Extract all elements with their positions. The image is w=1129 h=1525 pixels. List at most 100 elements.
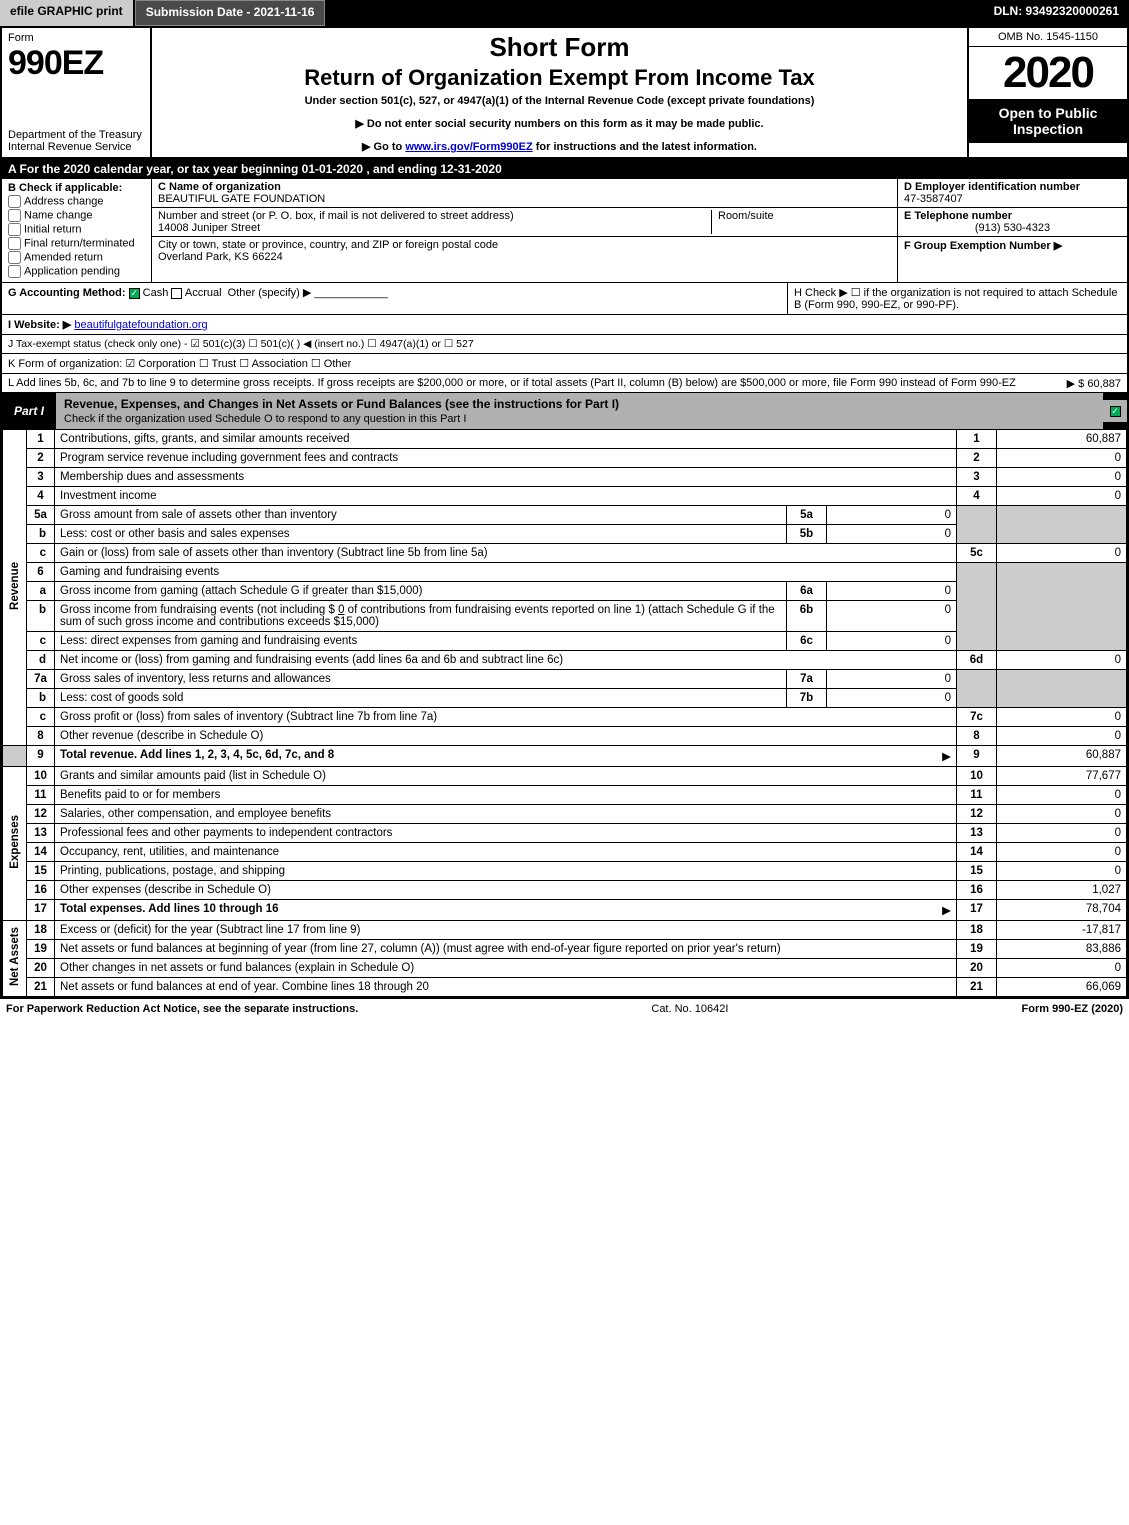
chk-final-return-label: Final return/terminated xyxy=(24,237,135,249)
line-16-amount: 1,027 xyxy=(997,881,1127,900)
tel-label: E Telephone number xyxy=(904,210,1121,222)
line-18-text: Excess or (deficit) for the year (Subtra… xyxy=(55,921,957,940)
line-16-ref: 16 xyxy=(957,881,997,900)
chk-address-change-label: Address change xyxy=(24,195,104,207)
line-2-text: Program service revenue including govern… xyxy=(55,449,957,468)
city-label: City or town, state or province, country… xyxy=(158,239,891,251)
chk-address-change[interactable] xyxy=(8,195,21,208)
chk-name-change[interactable] xyxy=(8,209,21,222)
line-5c-num: c xyxy=(27,544,55,563)
line-6-text: Gaming and fundraising events xyxy=(55,563,957,582)
line-6c-num: c xyxy=(27,632,55,651)
line-19-num: 19 xyxy=(27,940,55,959)
line-5b-val: 0 xyxy=(827,525,957,544)
line-6-num: 6 xyxy=(27,563,55,582)
line-17-num: 17 xyxy=(27,900,55,921)
part-i-tab: Part I xyxy=(2,400,56,422)
line-21-ref: 21 xyxy=(957,978,997,997)
line-19-ref: 19 xyxy=(957,940,997,959)
line-14-amount: 0 xyxy=(997,843,1127,862)
return-title: Return of Organization Exempt From Incom… xyxy=(158,65,961,91)
tel-value: (913) 530-4323 xyxy=(904,222,1121,234)
chk-accrual[interactable] xyxy=(171,288,182,299)
tax-year: 2020 xyxy=(969,47,1127,99)
note-goto-pre: ▶ Go to xyxy=(362,141,405,153)
short-form-title: Short Form xyxy=(158,32,961,63)
line-7b-text: Less: cost of goods sold xyxy=(55,689,787,708)
netassets-side-label: Net Assets xyxy=(3,921,27,997)
chk-amended-return-label: Amended return xyxy=(24,251,103,263)
line-6d-num: d xyxy=(27,651,55,670)
other-specify-label: Other (specify) ▶ xyxy=(228,287,312,299)
page-footer: For Paperwork Reduction Act Notice, see … xyxy=(0,999,1129,1019)
line-2-amount: 0 xyxy=(997,449,1127,468)
line-7a-box: 7a xyxy=(787,670,827,689)
line-18-ref: 18 xyxy=(957,921,997,940)
note-goto: ▶ Go to www.irs.gov/Form990EZ for instru… xyxy=(158,140,961,153)
line-10-ref: 10 xyxy=(957,767,997,786)
line-4-amount: 0 xyxy=(997,487,1127,506)
line-6a-val: 0 xyxy=(827,582,957,601)
line-13-text: Professional fees and other payments to … xyxy=(55,824,957,843)
website-link[interactable]: beautifulgatefoundation.org xyxy=(74,319,207,331)
part-i-subtitle: Check if the organization used Schedule … xyxy=(64,413,466,425)
chk-application-pending[interactable] xyxy=(8,265,21,278)
row-j-tax-exempt: J Tax-exempt status (check only one) - ☑… xyxy=(2,335,1127,354)
line-12-num: 12 xyxy=(27,805,55,824)
line-7a-val: 0 xyxy=(827,670,957,689)
line-20-num: 20 xyxy=(27,959,55,978)
line-7b-box: 7b xyxy=(787,689,827,708)
ein-label: D Employer identification number xyxy=(904,181,1121,193)
chk-final-return[interactable] xyxy=(8,237,21,250)
line-5a-text: Gross amount from sale of assets other t… xyxy=(55,506,787,525)
part-i-header: Part I Revenue, Expenses, and Changes in… xyxy=(2,393,1127,429)
chk-schedule-o[interactable]: ✓ xyxy=(1110,406,1121,417)
footer-form-ref: Form 990-EZ (2020) xyxy=(1022,1003,1123,1015)
line-7a-text: Gross sales of inventory, less returns a… xyxy=(55,670,787,689)
open-to-public: Open to Public Inspection xyxy=(969,99,1127,143)
line-19-amount: 83,886 xyxy=(997,940,1127,959)
part-i-title: Revenue, Expenses, and Changes in Net As… xyxy=(64,397,619,411)
line-1-num: 1 xyxy=(27,430,55,449)
line-8-num: 8 xyxy=(27,727,55,746)
line-12-ref: 12 xyxy=(957,805,997,824)
org-name: BEAUTIFUL GATE FOUNDATION xyxy=(158,193,891,205)
part-i-table: Revenue 1 Contributions, gifts, grants, … xyxy=(2,429,1127,997)
line-18-amount: -17,817 xyxy=(997,921,1127,940)
line-6b-val: 0 xyxy=(827,601,957,632)
line-7a-num: 7a xyxy=(27,670,55,689)
line-19-text: Net assets or fund balances at beginning… xyxy=(55,940,957,959)
footer-left: For Paperwork Reduction Act Notice, see … xyxy=(6,1003,358,1015)
line-4-text: Investment income xyxy=(55,487,957,506)
section-b-label: B Check if applicable: xyxy=(8,182,145,194)
irs-link[interactable]: www.irs.gov/Form990EZ xyxy=(405,141,532,153)
line-6d-amount: 0 xyxy=(997,651,1127,670)
note-ssn: ▶ Do not enter social security numbers o… xyxy=(158,117,961,130)
line-12-text: Salaries, other compensation, and employ… xyxy=(55,805,957,824)
line-5a-box: 5a xyxy=(787,506,827,525)
line-6b-text: Gross income from fundraising events (no… xyxy=(55,601,787,632)
chk-application-pending-label: Application pending xyxy=(24,265,120,277)
line-6a-box: 6a xyxy=(787,582,827,601)
line-21-text: Net assets or fund balances at end of ye… xyxy=(55,978,957,997)
shade-7-amt xyxy=(997,670,1127,708)
line-17-amount: 78,704 xyxy=(997,900,1127,921)
room-suite-label: Room/suite xyxy=(711,210,891,234)
chk-initial-return[interactable] xyxy=(8,223,21,236)
line-8-amount: 0 xyxy=(997,727,1127,746)
line-6c-box: 6c xyxy=(787,632,827,651)
line-5c-ref: 5c xyxy=(957,544,997,563)
chk-cash[interactable]: ✓ xyxy=(129,288,140,299)
chk-amended-return[interactable] xyxy=(8,251,21,264)
line-21-num: 21 xyxy=(27,978,55,997)
line-7c-amount: 0 xyxy=(997,708,1127,727)
efile-print-button[interactable]: efile GRAPHIC print xyxy=(0,0,135,26)
line-13-amount: 0 xyxy=(997,824,1127,843)
line-5b-box: 5b xyxy=(787,525,827,544)
form-number: 990EZ xyxy=(8,44,144,83)
line-3-ref: 3 xyxy=(957,468,997,487)
footer-cat-no: Cat. No. 10642I xyxy=(358,1003,1021,1015)
shade-5-amt xyxy=(997,506,1127,544)
section-b: B Check if applicable: Address change Na… xyxy=(2,179,152,282)
line-11-amount: 0 xyxy=(997,786,1127,805)
